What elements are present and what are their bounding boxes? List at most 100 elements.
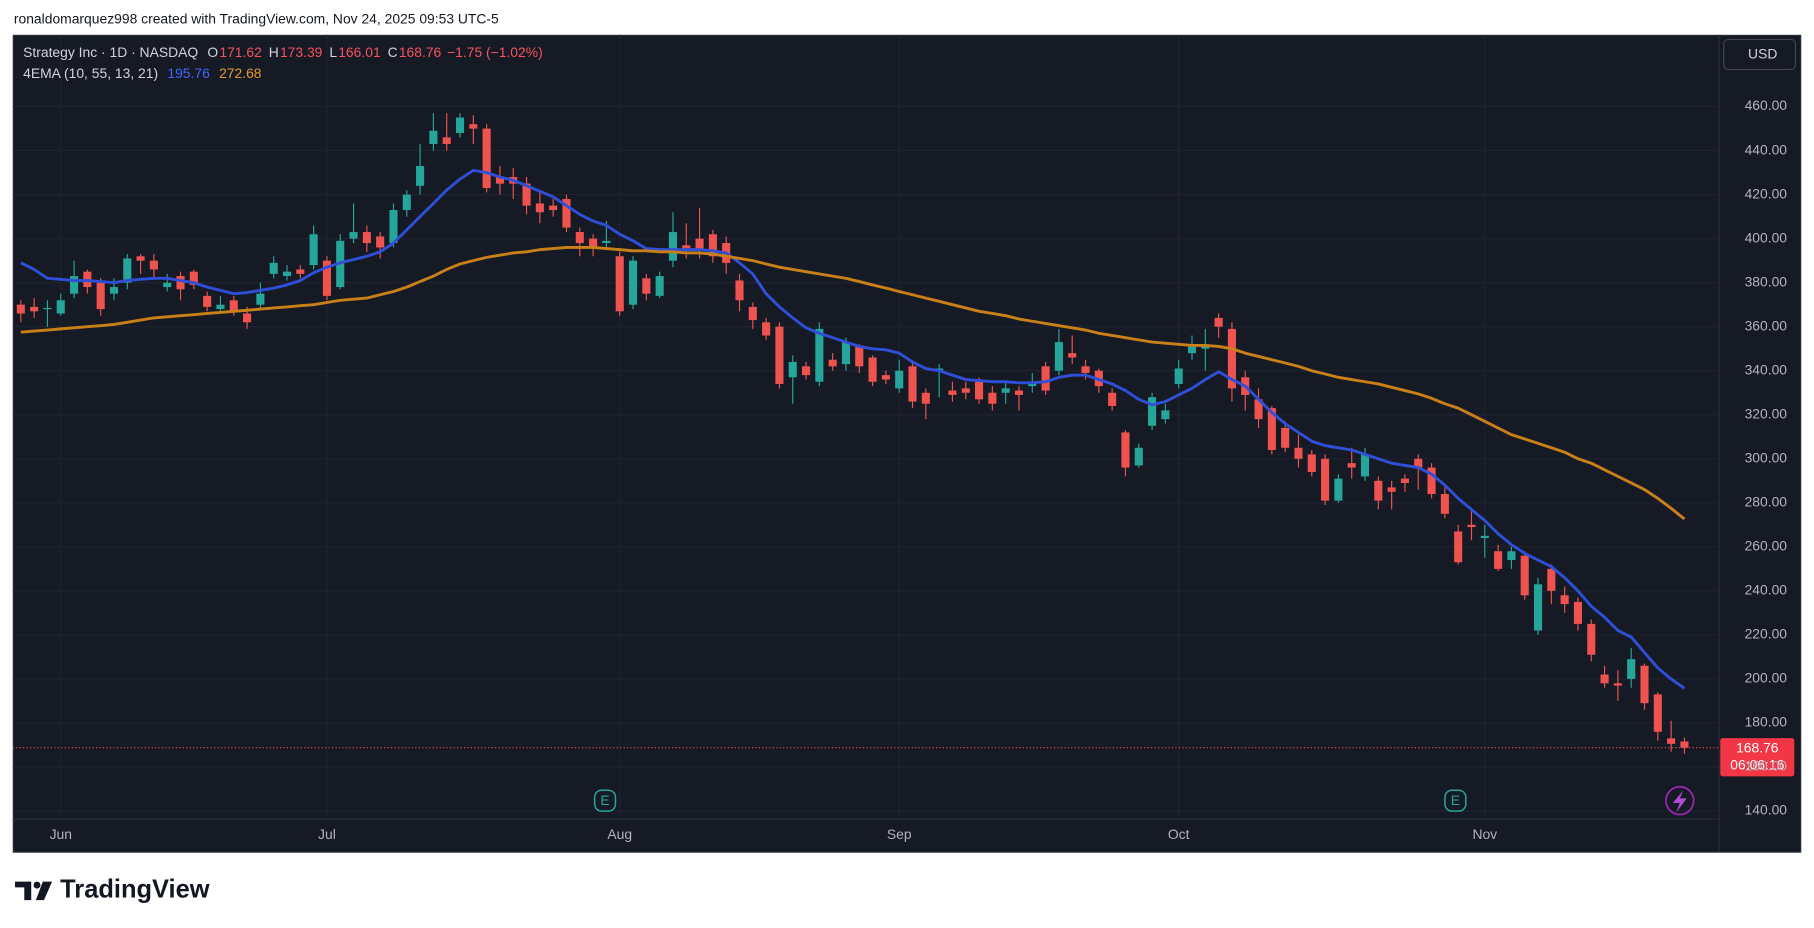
alert-circle[interactable]	[1665, 785, 1695, 816]
candle-body	[815, 328, 824, 382]
candle-body	[655, 276, 664, 296]
candle-body	[1014, 390, 1024, 395]
ema-line	[20, 245, 1686, 521]
candle-body	[562, 199, 571, 228]
legend-value: 171.62	[219, 44, 262, 60]
candle-body	[1254, 399, 1263, 420]
candle-body	[216, 304, 225, 310]
y-tick-label: 200.00	[1745, 670, 1788, 686]
y-tick-label: 140.00	[1745, 802, 1788, 818]
candle-body	[442, 137, 451, 144]
candle-body	[322, 260, 331, 296]
alert-icon[interactable]	[1665, 785, 1695, 816]
candle-body	[1001, 388, 1010, 393]
y-tick-label: 300.00	[1745, 449, 1788, 465]
candle-body	[1360, 454, 1370, 477]
candle-body	[149, 260, 158, 270]
candle-body	[482, 128, 491, 189]
x-tick-label: Oct	[1168, 826, 1190, 842]
candle-body	[1054, 342, 1063, 371]
candle-body	[1374, 480, 1383, 501]
earnings-label: E	[600, 792, 609, 808]
candle-body	[1134, 447, 1143, 466]
countdown: 06:06:16	[1730, 757, 1784, 773]
candle-body	[1174, 368, 1183, 384]
legend: Strategy Inc · 1D · NASDAQ O 171.62 H 173.39…	[23, 44, 543, 81]
legend-value: 4EMA (10, 55, 13, 21)	[23, 65, 158, 81]
candle-body	[1081, 366, 1090, 373]
x-tick-label: Jun	[50, 826, 72, 842]
candle-body	[402, 194, 411, 211]
candle-body	[96, 282, 105, 310]
candle-body	[881, 375, 890, 380]
candle-body	[43, 307, 52, 310]
candle-body	[362, 232, 371, 244]
candle-body	[855, 346, 864, 367]
candle-body	[416, 165, 425, 186]
candle-body	[256, 293, 265, 305]
candle-body	[1041, 366, 1050, 391]
candle-body	[602, 240, 611, 244]
y-tick-label: 160.00	[1745, 758, 1788, 774]
candle-body	[429, 130, 438, 144]
y-tick-label: 340.00	[1745, 361, 1788, 377]
candle-body	[229, 300, 238, 312]
candle-body	[682, 245, 691, 250]
candle-body	[1427, 467, 1436, 495]
y-tick-label: 280.00	[1745, 493, 1788, 509]
plot-area	[12, 113, 1720, 754]
logo	[15, 881, 53, 901]
candle-body	[735, 280, 744, 301]
candle-body	[615, 256, 624, 312]
candle-body	[376, 236, 385, 248]
candle-body	[1667, 738, 1676, 744]
candle-body	[1640, 665, 1649, 704]
currency[interactable]: USD	[1748, 46, 1777, 62]
footer-brand: TradingView	[60, 876, 210, 904]
candle-body	[56, 300, 65, 314]
candle-body	[282, 271, 292, 277]
currency-button[interactable]	[1723, 38, 1797, 71]
legend-value: 168.76	[399, 44, 442, 60]
logo-dot	[33, 881, 41, 889]
candle-body	[136, 256, 145, 261]
candle-body	[1494, 551, 1503, 569]
candle-body	[1227, 328, 1236, 389]
candle-body	[1414, 458, 1423, 468]
candle-body	[748, 306, 757, 321]
candle-body	[1653, 694, 1662, 732]
candle-body	[70, 276, 79, 294]
candle-body	[1454, 531, 1463, 563]
candle-body	[123, 258, 132, 283]
candle-body	[1161, 410, 1170, 420]
ema-line	[20, 168, 1686, 690]
candle-body	[243, 313, 252, 323]
legend-value: Strategy Inc · 1D · NASDAQ	[23, 44, 198, 60]
candle-body	[1680, 741, 1689, 748]
candle-body	[868, 357, 877, 382]
y-tick-label: 240.00	[1745, 582, 1788, 598]
legend-value: 272.68	[219, 65, 262, 81]
earnings-marker	[593, 789, 617, 812]
candle-body	[575, 232, 584, 244]
candle-body	[1108, 392, 1117, 406]
candle-body	[788, 361, 797, 378]
candle-body	[1307, 454, 1316, 472]
candle-body	[1121, 432, 1130, 468]
candle-body	[1267, 408, 1276, 450]
candle-body	[1627, 659, 1636, 679]
candle-body	[948, 390, 957, 395]
candle-body	[309, 234, 318, 266]
logo-mark	[15, 881, 32, 901]
candle-body	[1321, 458, 1330, 501]
candle-body	[535, 203, 544, 213]
candle-body	[1334, 478, 1343, 501]
alert-bolt[interactable]	[1672, 790, 1687, 813]
candle-body	[841, 342, 851, 365]
candle-body	[1400, 478, 1409, 484]
candle-body	[349, 232, 358, 239]
candle-body	[1560, 595, 1569, 605]
legend-key: O	[207, 44, 218, 60]
y-tick-label: 460.00	[1745, 97, 1788, 113]
